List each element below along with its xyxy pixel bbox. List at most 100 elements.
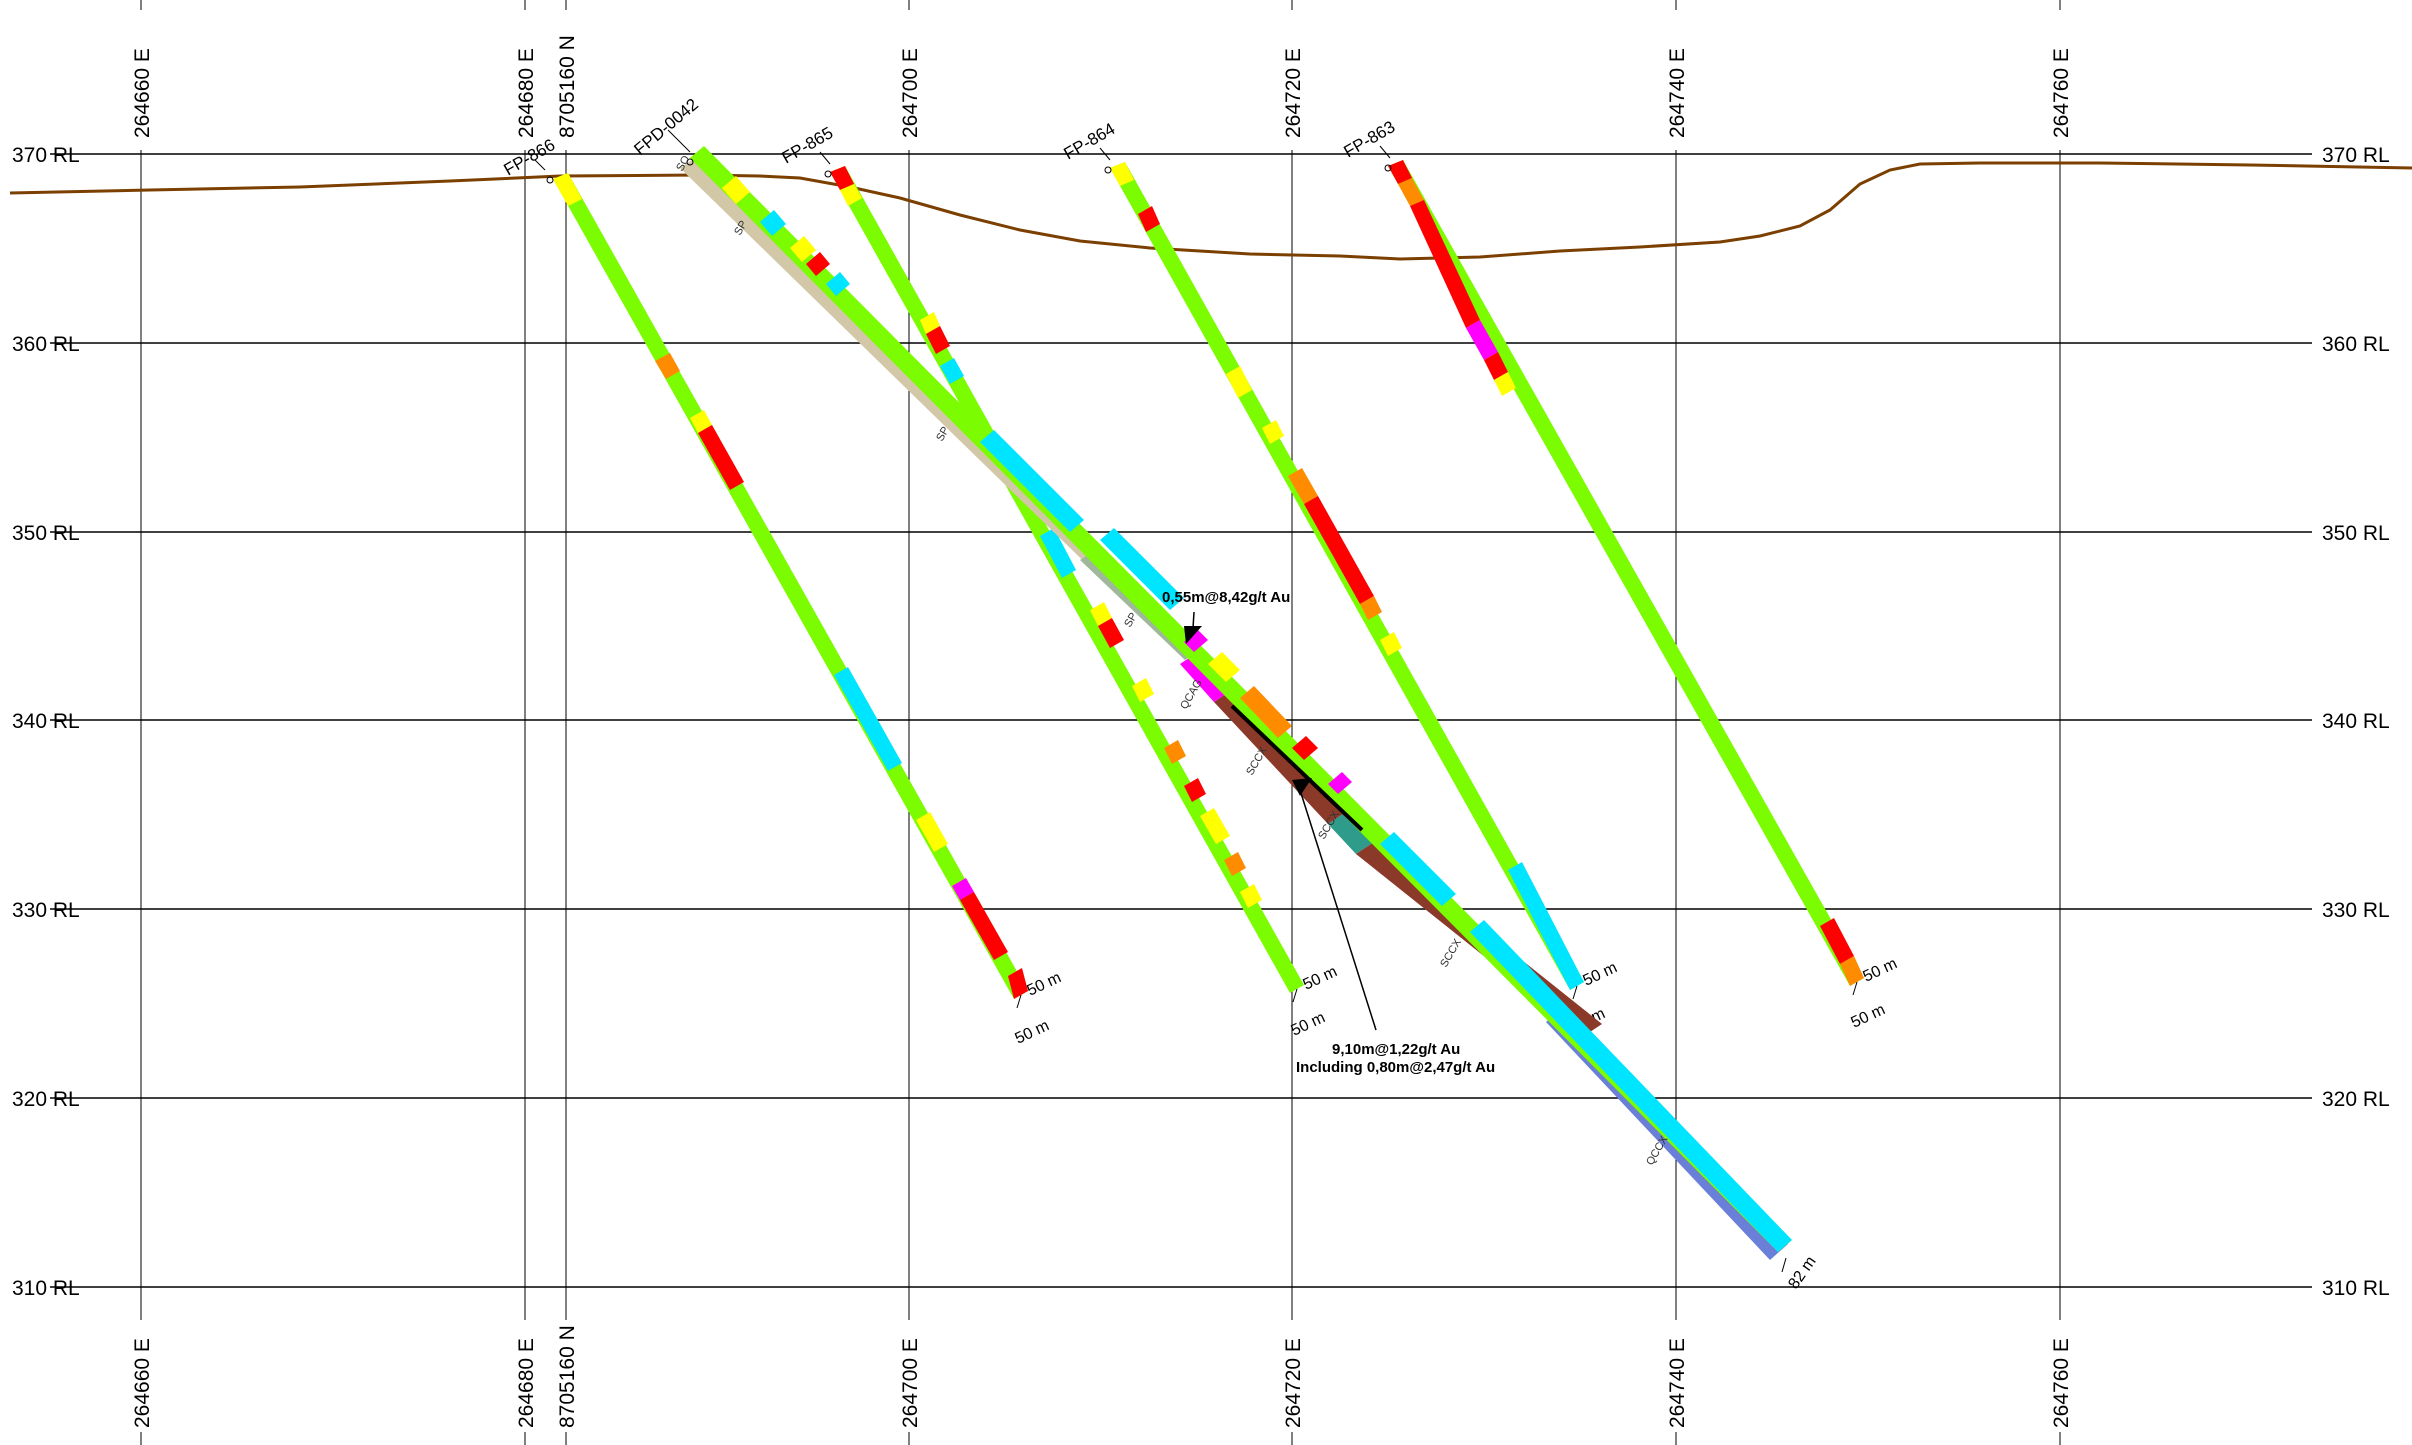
- northing-label-bottom: 8705160 N: [556, 1325, 579, 1428]
- hole-fpd-0042-seg-red: [1292, 736, 1318, 760]
- hole-fp-864-seg-yellow-4: [1380, 632, 1402, 656]
- easting-label-top-264680: 264680 E: [515, 48, 538, 138]
- hole-fpd-0042-seg-cyan-6: [1470, 920, 1792, 1252]
- intercept-1-arrow: [1184, 626, 1202, 644]
- hole-fp-866-seg-red-2: [960, 892, 1008, 960]
- hole-fp-866-seg-yellow-2: [690, 410, 712, 433]
- hole-fpd-0042-seg-orange: [1240, 686, 1292, 738]
- rl-label-right-320: 320 RL: [2322, 1088, 2390, 1111]
- easting-label-bottom-264740: 264740 E: [1666, 1338, 1689, 1428]
- hole-fp-864-collar: [1104, 166, 1112, 174]
- hole-fp-866-seg-yellow-3: [916, 812, 948, 852]
- rl-label-right-330: 330 RL: [2322, 899, 2390, 922]
- hole-fp-865-seg-yellow-5: [1200, 808, 1230, 844]
- rl-label-right-310: 310 RL: [2322, 1277, 2390, 1300]
- hole-fpd-0042-seg-yellow-2: [790, 236, 816, 262]
- hole-fpd-0042-seg-yellow: [722, 176, 750, 204]
- hole-fp-863-seg-yellow: [1494, 372, 1516, 396]
- hole-fp-865-seg-red-2: [926, 326, 950, 354]
- northing-label-top: 8705160 N: [556, 35, 579, 138]
- hole-fpd-0042-seg-magenta-2: [1328, 772, 1352, 794]
- intercept-2-leader: [1299, 789, 1377, 1031]
- hole-fp-863-seg-magenta: [1466, 320, 1498, 360]
- easting-label-top-264740: 264740 E: [1666, 48, 1689, 138]
- hole-fp-866-seg-cyan: [834, 667, 902, 771]
- hole-fpd-0042-seg-cyan-4: [1100, 528, 1184, 610]
- hole-fp-865-seg-cyan: [940, 358, 964, 384]
- easting-labels-top: 264660 E 264680 E 8705160 N 264700 E 264…: [131, 35, 2073, 138]
- rl-label-left-350: 350 RL: [12, 522, 80, 545]
- intercept-2-bar: [1230, 704, 1364, 832]
- hole-fp-863-seg-orange: [1398, 178, 1424, 206]
- rl-labels-right: 370 RL 360 RL 350 RL 340 RL 330 RL 320 R…: [2322, 144, 2390, 1300]
- intercept-2-sublabel: Including 0,80m@2,47g/t Au: [1296, 1059, 1495, 1076]
- rl-label-right-360: 360 RL: [2322, 333, 2390, 356]
- rl-label-left-370: 370 RL: [12, 144, 80, 167]
- easting-label-bottom-264720: 264720 E: [1282, 1338, 1305, 1428]
- hole-fp-863-body: [1388, 160, 1864, 986]
- hole-fp-865-seg-red: [830, 166, 854, 190]
- rl-label-left-360: 360 RL: [12, 333, 80, 356]
- rl-label-left-330: 330 RL: [12, 899, 80, 922]
- hole-fpd-0042-collar: [686, 158, 694, 166]
- section-frame: [10, 0, 2402, 1445]
- hole-fp-865-seg-yellow: [840, 184, 862, 206]
- hole-fp-866-seg-red-3: [1008, 968, 1028, 999]
- hole-fp-866-seg-orange: [655, 353, 680, 379]
- easting-label-bottom-264660: 264660 E: [131, 1338, 154, 1428]
- hole-fpd-0042-seg-cyan-5: [1380, 832, 1456, 906]
- drillhole-fp-865: FP-865 50 m 50 m: [779, 123, 1340, 1039]
- hole-fpd-0042-seg-cyan: [760, 210, 786, 236]
- hole-fp-864-seg-yellow-3: [1262, 420, 1284, 444]
- hole-fp-865-seg-red-4: [1184, 778, 1206, 802]
- intercept-1-label: 0,55m@8,42g/t Au: [1162, 589, 1290, 606]
- hole-fpd-0042-geology-brown: [1214, 690, 1346, 824]
- hole-fp-865-seg-cyan-2: [1040, 528, 1076, 578]
- hole-fp-863-collar: [1384, 164, 1392, 172]
- hole-fp-866-seg-yellow: [553, 173, 582, 206]
- hole-fp-866-collar: [546, 176, 554, 184]
- intercept-2-label: 9,10m@1,22g/t Au: [1332, 1041, 1460, 1058]
- hole-fp-863-seg-red-3: [1484, 352, 1508, 380]
- intercept-1-leader: [1192, 611, 1195, 629]
- hole-fp-865-collar: [824, 170, 832, 178]
- rl-label-right-370: 370 RL: [2322, 144, 2390, 167]
- rl-grid: [50, 153, 2312, 1288]
- hole-fp-863-seg-red-2: [1410, 200, 1480, 328]
- rl-labels-left: 370 RL 360 RL 350 RL 340 RL 330 RL 320 R…: [12, 144, 80, 1300]
- hole-fp-865-seg-yellow-3: [1090, 602, 1112, 626]
- hole-fp-865-seg-yellow-2: [920, 312, 940, 334]
- hole-fp-863-seg-orange-2: [1840, 956, 1864, 986]
- hole-fp-866-body: [553, 173, 1028, 999]
- hole-fp-865-seg-yellow-4: [1132, 678, 1154, 702]
- label-backgrounds: [125, 10, 2076, 1432]
- hole-fpd-0042-geology-teal: [1328, 812, 1374, 854]
- hole-fp-863-seg-red: [1388, 160, 1412, 184]
- hole-fp-864-seg-cyan: [1508, 862, 1584, 990]
- hole-fp-866-seg-magenta: [952, 878, 974, 900]
- intercept-annotations: 0,55m@8,42g/t Au 9,10m@1,22g/t Au Includ…: [1162, 589, 1495, 1076]
- easting-labels-bottom: 264660 E 264680 E 8705160 N 264700 E 264…: [131, 1325, 2073, 1428]
- hole-fp-865-seg-red-3: [1098, 618, 1124, 648]
- hole-fp-864-seg-orange: [1288, 468, 1318, 504]
- hole-fpd-0042-seg-red: [806, 252, 830, 276]
- hole-fp-866-seg-red: [698, 425, 744, 490]
- easting-label-bottom-264700: 264700 E: [899, 1338, 922, 1428]
- hole-fp-864-seg-red: [1138, 206, 1160, 232]
- rl-label-left-310: 310 RL: [12, 1277, 80, 1300]
- easting-grid: [140, 0, 2061, 1445]
- hole-fp-865-seg-orange: [1164, 740, 1186, 764]
- easting-label-bottom-264760: 264760 E: [2050, 1338, 2073, 1428]
- easting-label-top-264720: 264720 E: [1282, 48, 1305, 138]
- hole-fp-865-seg-yellow-6: [1240, 884, 1262, 908]
- hole-fp-865-seg-orange-2: [1224, 852, 1246, 876]
- rl-label-left-340: 340 RL: [12, 710, 80, 733]
- easting-label-top-264700: 264700 E: [899, 48, 922, 138]
- hole-fp-864-seg-yellow-2: [1226, 366, 1252, 398]
- hole-fp-864-seg-red-2: [1304, 496, 1374, 604]
- hole-fpd-0042-seg-yellow-3: [1208, 652, 1240, 682]
- easting-label-top-264760: 264760 E: [2050, 48, 2073, 138]
- drillhole-fpd-0042: FPD-0042 82 m: [630, 95, 1819, 1293]
- hole-fpd-0042-seg-cyan-2: [826, 272, 850, 296]
